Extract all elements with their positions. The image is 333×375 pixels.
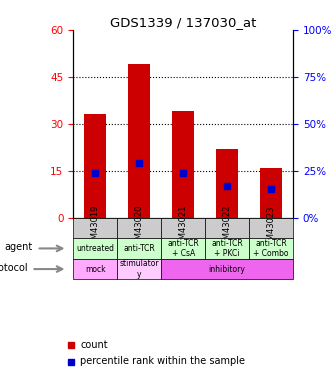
Bar: [117, 238, 161, 259]
Bar: [161, 217, 205, 238]
Text: untreated: untreated: [76, 244, 114, 253]
Bar: [161, 238, 205, 259]
Bar: [161, 259, 293, 279]
Title: GDS1339 / 137030_at: GDS1339 / 137030_at: [110, 16, 256, 29]
Text: anti-TCR
+ PKCi: anti-TCR + PKCi: [211, 239, 243, 258]
Bar: [117, 259, 161, 279]
Text: agent: agent: [5, 242, 33, 252]
Bar: [205, 217, 249, 238]
Text: mock: mock: [85, 265, 106, 274]
Text: GSM43022: GSM43022: [222, 205, 232, 251]
Bar: [84, 114, 106, 218]
Text: protocol: protocol: [0, 263, 28, 273]
Text: inhibitory: inhibitory: [209, 265, 245, 274]
Text: GSM43019: GSM43019: [91, 205, 100, 251]
Bar: [73, 238, 117, 259]
Text: GSM43020: GSM43020: [135, 205, 144, 251]
Bar: [73, 259, 117, 279]
Text: GSM43021: GSM43021: [178, 205, 188, 251]
Bar: [249, 238, 293, 259]
Bar: [216, 149, 238, 217]
Bar: [73, 217, 117, 238]
Text: anti-TCR: anti-TCR: [123, 244, 155, 253]
Bar: [249, 217, 293, 238]
Text: GSM43023: GSM43023: [266, 205, 276, 251]
Text: stimulator
y: stimulator y: [120, 260, 159, 279]
Text: count: count: [80, 340, 108, 350]
Bar: [260, 168, 282, 217]
Text: anti-TCR
+ CsA: anti-TCR + CsA: [167, 239, 199, 258]
Bar: [128, 64, 150, 218]
Bar: [172, 111, 194, 218]
Text: percentile rank within the sample: percentile rank within the sample: [80, 357, 245, 366]
Bar: [117, 217, 161, 238]
Text: anti-TCR
+ Combo: anti-TCR + Combo: [253, 239, 289, 258]
Bar: [205, 238, 249, 259]
